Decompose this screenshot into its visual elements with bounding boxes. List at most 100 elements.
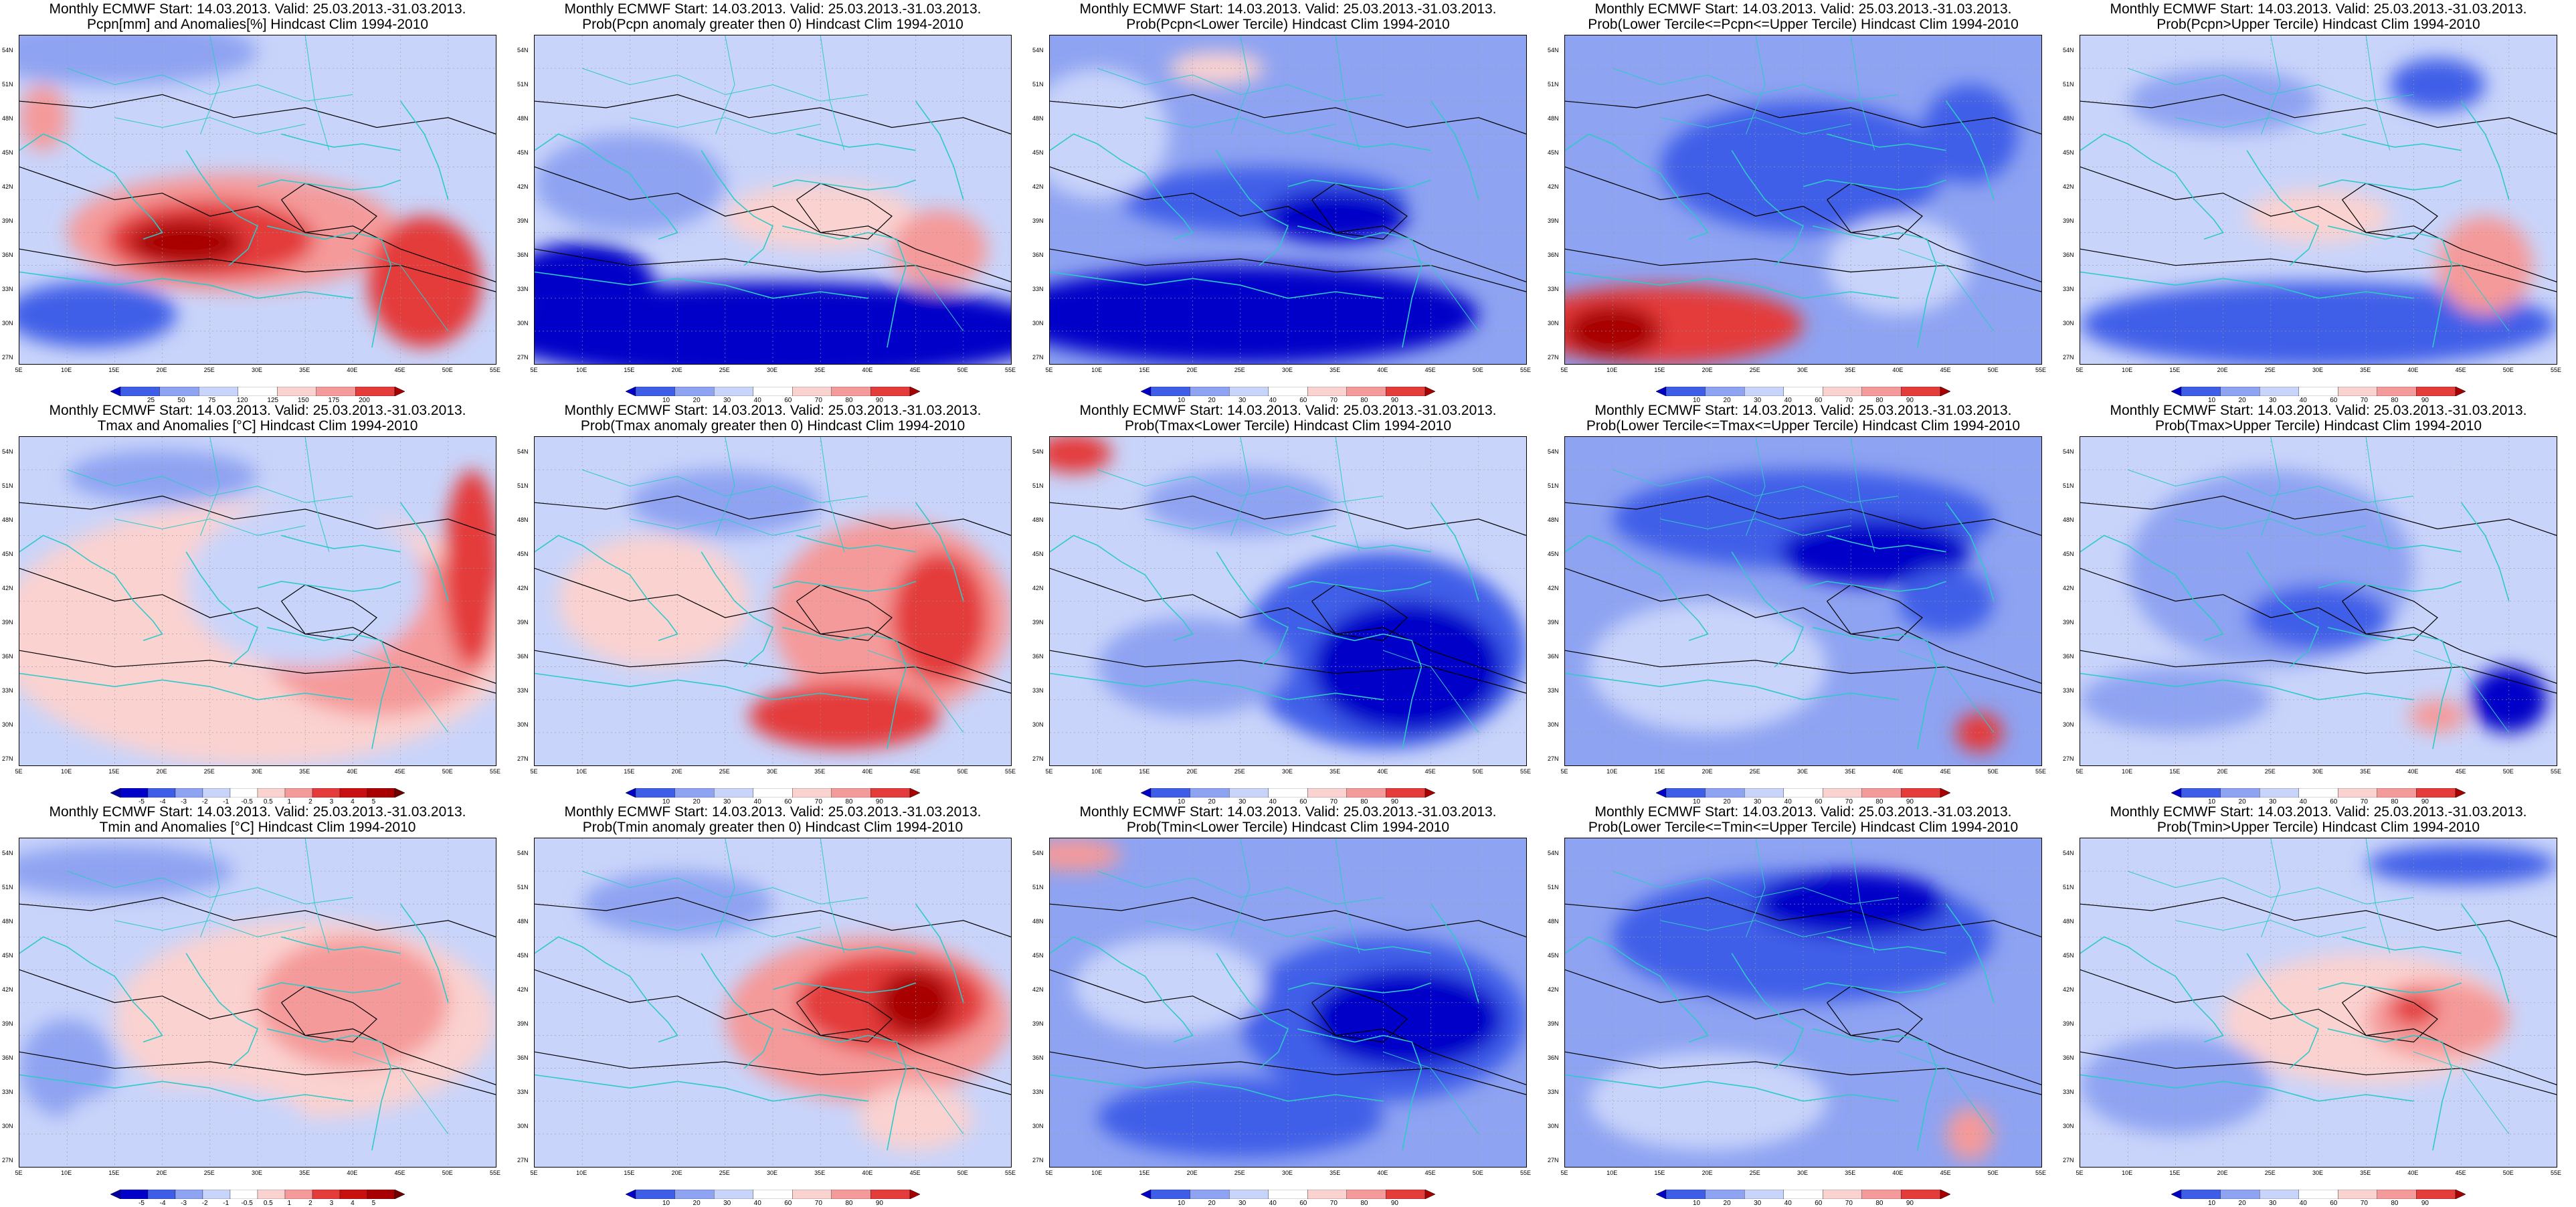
latitude-label: 48N bbox=[1032, 517, 1044, 523]
color-scale-swatch bbox=[753, 1190, 793, 1199]
longitude-label: 10E bbox=[1606, 768, 1618, 775]
color-scale-label: 60 bbox=[1815, 397, 1823, 404]
border-line bbox=[2128, 469, 2414, 503]
latitude-label: 51N bbox=[517, 884, 529, 891]
longitude-label: 35E bbox=[2360, 1170, 2371, 1176]
longitude-label: 45E bbox=[2455, 1170, 2466, 1176]
longitude-label: 35E bbox=[1329, 768, 1341, 775]
contour-line bbox=[535, 897, 1011, 937]
panel-title-line2: Prob(Lower Tercile<=Tmin<=Upper Tercile)… bbox=[1588, 820, 2019, 835]
panel-title-line1: Monthly ECMWF Start: 14.03.2013. Valid: … bbox=[564, 1, 982, 17]
color-scale-swatch bbox=[1744, 788, 1784, 798]
border-line bbox=[1145, 920, 1336, 937]
anomaly-area bbox=[892, 209, 988, 289]
color-scale-swatch bbox=[870, 1190, 911, 1199]
contour-line bbox=[19, 969, 496, 1085]
longitude-label: 25E bbox=[2264, 768, 2276, 775]
longitude-label: 45E bbox=[909, 768, 921, 775]
color-scale-swatch bbox=[1705, 387, 1745, 396]
contour-line bbox=[1050, 650, 1526, 694]
border-line bbox=[1097, 68, 1384, 102]
longitude-label: 5E bbox=[1560, 1170, 1568, 1176]
longitude-label: 35E bbox=[1329, 1170, 1341, 1176]
longitude-label: 30E bbox=[766, 367, 778, 373]
color-scale-label: 90 bbox=[875, 1200, 883, 1207]
color-scale-swatch bbox=[713, 387, 753, 396]
map-panel: Monthly ECMWF Start: 14.03.2013. Valid: … bbox=[515, 401, 1030, 806]
latitude-label: 42N bbox=[2, 986, 13, 993]
color-scale-label: 70 bbox=[1845, 1200, 1853, 1207]
coastline bbox=[399, 502, 449, 601]
anomaly-area bbox=[877, 969, 954, 1036]
latitude-label: 30N bbox=[2, 721, 13, 728]
color-scale-bar bbox=[2171, 387, 2466, 396]
color-scale-label: 90 bbox=[875, 798, 883, 806]
color-scale-swatch bbox=[1665, 387, 1706, 396]
color-scale-swatch bbox=[2259, 1190, 2299, 1199]
color-scale-swatch bbox=[2220, 1190, 2260, 1199]
anomaly-area bbox=[535, 134, 725, 233]
contour-line bbox=[2080, 969, 2557, 1085]
coastline bbox=[535, 271, 868, 299]
latitude-label: 54N bbox=[1548, 850, 1559, 856]
color-scale-swatch bbox=[394, 387, 405, 396]
latitude-label: 39N bbox=[2, 619, 13, 626]
longitude-label: 5E bbox=[2076, 1170, 2084, 1176]
contour-line bbox=[1050, 495, 1526, 536]
color-scale-swatch bbox=[831, 387, 871, 396]
anomaly-area bbox=[2389, 992, 2437, 1026]
longitude-label: 50E bbox=[2502, 768, 2514, 775]
color-scale-label: 80 bbox=[2391, 1200, 2399, 1207]
longitude-label: 45E bbox=[909, 1170, 921, 1176]
longitude-label: 10E bbox=[1091, 1170, 1103, 1176]
border-line bbox=[582, 870, 868, 905]
latitude-label: 36N bbox=[1032, 252, 1044, 258]
latitude-label: 33N bbox=[1032, 286, 1044, 292]
longitude-label: 25E bbox=[1749, 768, 1760, 775]
coastline bbox=[1297, 225, 1422, 348]
map-panel: Monthly ECMWF Start: 14.03.2013. Valid: … bbox=[1546, 401, 2061, 806]
anomaly-area bbox=[128, 219, 244, 266]
color-scale-swatch bbox=[1424, 1190, 1435, 1199]
color-scale-label: 4 bbox=[351, 798, 355, 806]
color-scale-label: 40 bbox=[1269, 1200, 1277, 1207]
longitude-label: 50E bbox=[442, 1170, 453, 1176]
longitude-label: 20E bbox=[1701, 1170, 1713, 1176]
color-scale-label: 40 bbox=[753, 1200, 761, 1207]
longitude-label: 45E bbox=[1424, 768, 1436, 775]
latitude-label: 48N bbox=[1032, 918, 1044, 925]
border-line bbox=[1746, 35, 1766, 134]
contour-line bbox=[535, 166, 1011, 282]
latitude-label: 42N bbox=[1032, 585, 1044, 591]
longitude-label: 10E bbox=[576, 1170, 587, 1176]
coastline bbox=[399, 903, 449, 1003]
panel-title-line1: Monthly ECMWF Start: 14.03.2013. Valid: … bbox=[564, 403, 982, 418]
color-scale-swatch bbox=[1228, 387, 1269, 396]
longitude-label: 50E bbox=[2502, 367, 2514, 373]
latitude-label: 33N bbox=[2063, 1089, 2074, 1095]
coastline bbox=[2080, 936, 2224, 1043]
coastline bbox=[2246, 953, 2320, 1069]
color-scale-swatch bbox=[316, 387, 356, 396]
coastline bbox=[19, 271, 353, 299]
longitude-label: 40E bbox=[2407, 768, 2419, 775]
color-scale-label: 1 bbox=[287, 798, 292, 806]
longitude-label: 30E bbox=[1797, 367, 1809, 373]
longitude-label: 50E bbox=[1472, 367, 1483, 373]
longitude-label: 40E bbox=[1892, 367, 1904, 373]
longitude-label: 30E bbox=[2312, 768, 2324, 775]
color-scale-label: -2 bbox=[201, 1200, 208, 1207]
anomaly-area bbox=[535, 282, 1011, 364]
panel-title-line2: Prob(Tmax anomaly greater then 0) Hindca… bbox=[580, 418, 965, 434]
color-scale-label: 40 bbox=[1269, 798, 1277, 806]
coastline bbox=[185, 150, 259, 266]
color-scale-swatch bbox=[284, 1190, 313, 1199]
color-scale-swatch bbox=[831, 788, 871, 798]
color-scale-label: 30 bbox=[2269, 397, 2277, 404]
latitude-label: 45N bbox=[2, 149, 13, 156]
anomaly-area bbox=[2080, 1035, 2271, 1134]
coastline bbox=[267, 1028, 392, 1151]
color-scale-label: 20 bbox=[2238, 397, 2246, 404]
latitude-label: 27N bbox=[2063, 755, 2074, 762]
longitude-label: 15E bbox=[1654, 768, 1665, 775]
